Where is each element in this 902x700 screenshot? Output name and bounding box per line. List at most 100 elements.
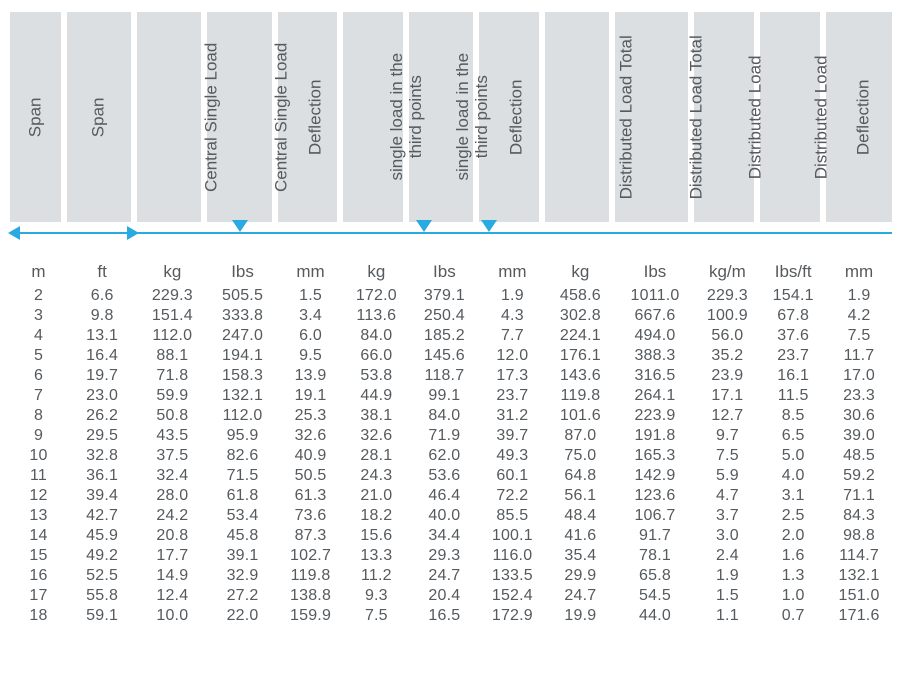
cell: 118.7 [409, 366, 479, 386]
cell: 34.4 [409, 526, 479, 546]
cell: 223.9 [615, 406, 694, 426]
cell: 16.1 [760, 366, 826, 386]
cell: 9.7 [694, 426, 760, 446]
cell: 112.0 [137, 326, 207, 346]
column-header: Distributed Load [760, 12, 826, 222]
cell: 16 [10, 566, 67, 586]
cell: 113.6 [343, 306, 409, 326]
cell: 84.0 [343, 326, 409, 346]
cell: 1011.0 [615, 286, 694, 306]
column-header: Deflection [826, 12, 892, 222]
cell: 388.3 [615, 346, 694, 366]
cell: 159.9 [278, 606, 344, 626]
cell: 264.1 [615, 386, 694, 406]
cell: 176.1 [545, 346, 615, 366]
cell: 4 [10, 326, 67, 346]
cell: 31.2 [479, 406, 545, 426]
cell: 142.9 [615, 466, 694, 486]
cell: 229.3 [694, 286, 760, 306]
cell: 11 [10, 466, 67, 486]
cell: 56.0 [694, 326, 760, 346]
cell: 133.5 [479, 566, 545, 586]
cell: 22.0 [207, 606, 277, 626]
unit-label: kg [343, 244, 409, 286]
cell: 112.0 [207, 406, 277, 426]
column-header-label: Distributed Load [747, 55, 766, 179]
cell: 64.8 [545, 466, 615, 486]
cell: 8 [10, 406, 67, 426]
cell: 24.7 [545, 586, 615, 606]
column-header-label: Central Single Load [273, 43, 292, 192]
cell: 7.5 [694, 446, 760, 466]
cell: 23.7 [760, 346, 826, 366]
table-row: 1445.920.845.887.315.634.4100.141.691.73… [10, 526, 892, 546]
cell: 3.1 [760, 486, 826, 506]
cell: 5 [10, 346, 67, 366]
cell: 3.0 [694, 526, 760, 546]
cell: 49.2 [67, 546, 137, 566]
table-row: 619.771.8158.313.953.8118.717.3143.6316.… [10, 366, 892, 386]
cell: 4.3 [479, 306, 545, 326]
cell: 37.5 [137, 446, 207, 466]
table-row: 1652.514.932.9119.811.224.7133.529.965.8… [10, 566, 892, 586]
cell: 40.9 [278, 446, 344, 466]
cell: 62.0 [409, 446, 479, 466]
cell: 100.9 [694, 306, 760, 326]
cell: 1.9 [479, 286, 545, 306]
cell: 43.5 [137, 426, 207, 446]
cell: 24.2 [137, 506, 207, 526]
cell: 23.3 [826, 386, 892, 406]
cell: 59.2 [826, 466, 892, 486]
header-row: SpanSpanCentral Single LoadCentral Singl… [10, 12, 892, 222]
cell: 19.1 [278, 386, 344, 406]
cell: 4.7 [694, 486, 760, 506]
cell: 75.0 [545, 446, 615, 466]
cell: 6 [10, 366, 67, 386]
table-body: 26.6229.3505.51.5172.0379.11.9458.61011.… [10, 286, 892, 626]
cell: 119.8 [545, 386, 615, 406]
table-row: 516.488.1194.19.566.0145.612.0176.1388.3… [10, 346, 892, 366]
cell: 55.8 [67, 586, 137, 606]
cell: 41.6 [545, 526, 615, 546]
cell: 7.5 [343, 606, 409, 626]
cell: 14 [10, 526, 67, 546]
cell: 49.3 [479, 446, 545, 466]
cell: 73.6 [278, 506, 344, 526]
central-load-icon [137, 222, 343, 244]
cell: 194.1 [207, 346, 277, 366]
cell: 61.8 [207, 486, 277, 506]
cell: 35.4 [545, 546, 615, 566]
cell: 29.3 [409, 546, 479, 566]
unit-label: mm [278, 244, 344, 286]
load-table: SpanSpanCentral Single LoadCentral Singl… [10, 12, 892, 626]
unit-label: kg [137, 244, 207, 286]
cell: 1.3 [760, 566, 826, 586]
cell: 91.7 [615, 526, 694, 546]
cell: 84.3 [826, 506, 892, 526]
cell: 71.1 [826, 486, 892, 506]
cell: 1.9 [826, 286, 892, 306]
cell: 48.5 [826, 446, 892, 466]
unit-label: kg [545, 244, 615, 286]
cell: 21.0 [343, 486, 409, 506]
cell: 9 [10, 426, 67, 446]
cell: 151.0 [826, 586, 892, 606]
column-header-label: Deflection [306, 80, 325, 156]
span-arrow-icon [10, 222, 137, 244]
cell: 1.5 [278, 286, 344, 306]
cell: 11.2 [343, 566, 409, 586]
cell: 46.4 [409, 486, 479, 506]
unit-label: mm [479, 244, 545, 286]
cell: 5.9 [694, 466, 760, 486]
cell: 85.5 [479, 506, 545, 526]
cell: 18.2 [343, 506, 409, 526]
cell: 59.1 [67, 606, 137, 626]
cell: 26.2 [67, 406, 137, 426]
cell: 39.0 [826, 426, 892, 446]
cell: 13.9 [278, 366, 344, 386]
column-header: Span [10, 12, 67, 222]
cell: 7 [10, 386, 67, 406]
table-row: 1032.837.582.640.928.162.049.375.0165.37… [10, 446, 892, 466]
unit-label: Ibs/ft [760, 244, 826, 286]
cell: 191.8 [615, 426, 694, 446]
